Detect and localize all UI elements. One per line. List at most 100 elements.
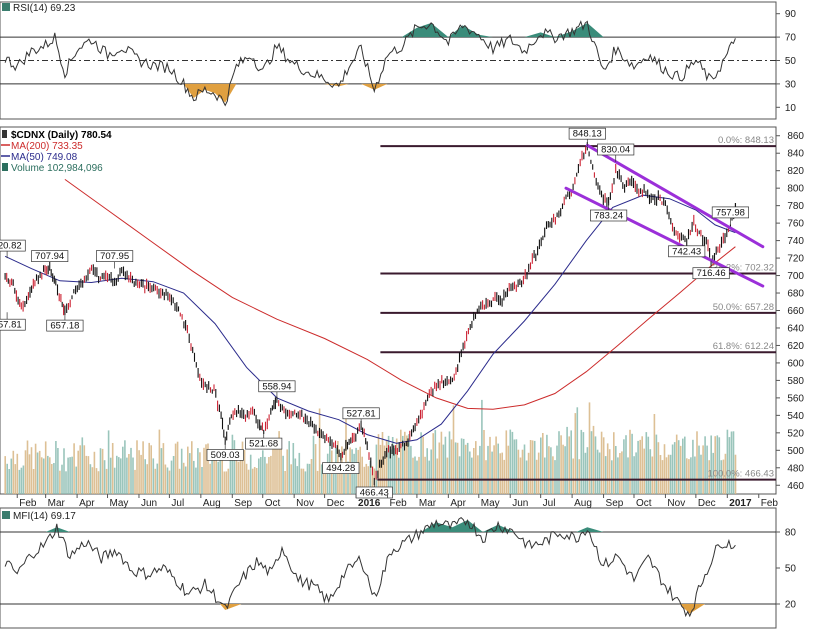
price-label-box bbox=[355, 486, 393, 499]
price-axis-tick-label: 720 bbox=[787, 254, 804, 265]
volume-bar bbox=[393, 448, 396, 494]
volume-bar bbox=[728, 437, 731, 494]
volume-bar bbox=[398, 457, 400, 494]
price-layer bbox=[4, 142, 737, 485]
volume-bar bbox=[213, 452, 215, 494]
volume-bar bbox=[580, 429, 583, 494]
volume-bar bbox=[639, 439, 641, 494]
volume-bar bbox=[4, 456, 6, 494]
volume-bar bbox=[408, 434, 410, 494]
volume-bar bbox=[142, 441, 144, 494]
volume-bar bbox=[722, 459, 725, 494]
volume-bar bbox=[71, 456, 73, 494]
volume-bar bbox=[385, 440, 388, 494]
volume-bar bbox=[245, 463, 248, 494]
volume-bar bbox=[201, 467, 203, 494]
volume-bar bbox=[264, 456, 266, 494]
volume-legend-swatch bbox=[2, 163, 8, 171]
volume-bar bbox=[517, 449, 520, 494]
volume-bar bbox=[233, 440, 236, 494]
volume-bar bbox=[42, 458, 45, 494]
volume-bar bbox=[696, 431, 698, 494]
price-label-box bbox=[0, 239, 26, 252]
volume-bar bbox=[456, 442, 459, 494]
rsi-title: RSI(14) 69.23 bbox=[13, 3, 76, 14]
price-legend-swatch bbox=[2, 130, 7, 138]
volume-bar bbox=[550, 447, 552, 494]
price-label-box bbox=[711, 206, 749, 219]
volume-bar bbox=[187, 446, 189, 494]
volume-bar bbox=[471, 457, 473, 494]
mfi-axis-tick-label: 50 bbox=[785, 564, 797, 575]
volume-bar bbox=[598, 452, 601, 494]
volume-bar bbox=[714, 436, 716, 494]
volume-bar bbox=[178, 468, 181, 494]
volume-bar bbox=[558, 431, 560, 494]
volume-bar bbox=[692, 439, 694, 494]
time-axis-label: 2017 bbox=[729, 498, 752, 509]
volume-bar bbox=[582, 432, 585, 494]
volume-bar bbox=[270, 455, 272, 494]
volume-bar bbox=[24, 450, 27, 494]
rsi-axis-tick-label: 10 bbox=[785, 103, 797, 114]
volume-bar bbox=[345, 410, 347, 494]
mfi-layer: 20 50 80 bbox=[0, 516, 797, 618]
volume-bar bbox=[207, 443, 209, 494]
volume-bar bbox=[162, 443, 165, 494]
volume-bar bbox=[542, 433, 544, 494]
price-axis-tick-label: 640 bbox=[787, 323, 804, 334]
volume-bar bbox=[546, 434, 548, 494]
volume-bar bbox=[199, 452, 201, 494]
volume-bar bbox=[99, 448, 102, 494]
time-axis-label: Nov bbox=[667, 498, 685, 509]
volume-bar bbox=[434, 430, 437, 494]
volume-bar bbox=[268, 457, 270, 494]
volume-bar bbox=[347, 461, 349, 494]
volume-bar bbox=[495, 436, 497, 494]
price-axis-tick-label: 840 bbox=[787, 149, 804, 160]
volume-bar bbox=[527, 452, 530, 494]
volume-bar bbox=[381, 432, 384, 494]
volume-bar bbox=[586, 447, 589, 494]
volume-bar bbox=[505, 430, 508, 494]
volume-bar bbox=[448, 431, 451, 494]
volume-bar bbox=[592, 425, 595, 494]
price-axis-tick-label: 560 bbox=[787, 393, 804, 404]
volume-bar bbox=[158, 429, 161, 494]
price-label-box bbox=[590, 209, 628, 222]
volume-bar bbox=[249, 454, 252, 494]
time-axis-label: Aug bbox=[574, 498, 592, 509]
fibonacci-label: 100.0%: 466.43 bbox=[707, 469, 774, 480]
volume-bar bbox=[314, 444, 317, 494]
volume-bar bbox=[475, 441, 477, 494]
volume-bar bbox=[544, 457, 546, 494]
volume-bar bbox=[6, 463, 8, 494]
volume-bar bbox=[182, 462, 185, 494]
volume-bar bbox=[118, 457, 120, 494]
volume-bar bbox=[320, 464, 323, 494]
mfi-line bbox=[4, 516, 736, 618]
volume-bar bbox=[665, 457, 668, 494]
volume-bar bbox=[365, 463, 368, 494]
volume-bar bbox=[414, 456, 416, 494]
rsi-axis-tick-label: 90 bbox=[785, 9, 797, 20]
volume-bar bbox=[513, 439, 516, 494]
volume-bar bbox=[109, 457, 112, 494]
volume-bar bbox=[594, 436, 597, 494]
volume-bar bbox=[136, 440, 138, 494]
price-label: 509.03 bbox=[211, 450, 240, 461]
price-axis-tick-label: 780 bbox=[787, 201, 804, 212]
volume-bar bbox=[83, 445, 86, 494]
price-title: $CDNX (Daily) 780.54 bbox=[11, 130, 112, 141]
volume-bar bbox=[174, 443, 177, 494]
volume-bar bbox=[531, 440, 534, 494]
volume-bar bbox=[10, 458, 13, 494]
volume-bar bbox=[371, 465, 374, 494]
volume-bar bbox=[44, 441, 47, 494]
volume-bar bbox=[316, 470, 319, 494]
volume-bar bbox=[126, 457, 128, 494]
volume-bar bbox=[724, 453, 727, 494]
rsi-layer: 10 30 50 70 90 bbox=[0, 9, 796, 114]
price-label-box bbox=[245, 437, 283, 450]
